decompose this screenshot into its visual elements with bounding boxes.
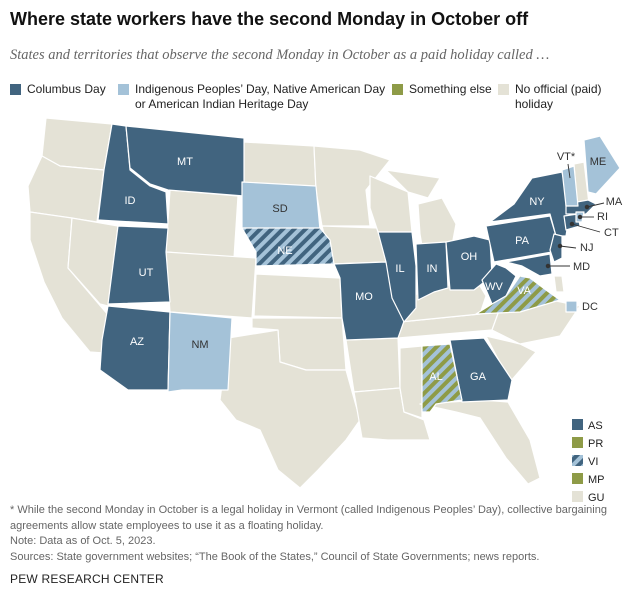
- label-sd: SD: [272, 203, 287, 215]
- legend-swatch-something-else: [392, 84, 403, 95]
- territory-label-pr: PR: [588, 438, 603, 450]
- state-ks: [253, 273, 343, 319]
- chart-subtitle: States and territories that observe the …: [10, 47, 550, 63]
- state-al: [421, 343, 463, 413]
- territory-swatch-pr: [572, 437, 583, 448]
- state-nj: [549, 233, 563, 263]
- label-nm: NM: [191, 339, 208, 351]
- state-ut: [107, 225, 171, 305]
- label-me: ME: [590, 156, 607, 168]
- state-va: [475, 275, 561, 315]
- leader-dot-ma: [584, 204, 590, 210]
- label-dc: DC: [582, 301, 598, 313]
- leader-dot-ct: [569, 221, 575, 227]
- legend-swatch-none: [498, 84, 509, 95]
- leader-dot-nj: [557, 243, 563, 249]
- leader-nj: [559, 245, 577, 249]
- legend-swatch-columbus: [10, 84, 21, 95]
- asterisk-note: * While the second Monday in October is …: [10, 504, 607, 516]
- label-va: VA: [517, 285, 532, 297]
- us-map: ID MT SD NE UT AZ NM MO IL IN OH WV VA P…: [27, 117, 623, 502]
- state-nm: [167, 311, 233, 393]
- leader-ma: [586, 202, 605, 208]
- state-nv: [67, 217, 119, 307]
- label-ut: UT: [139, 267, 154, 279]
- state-ar: [345, 337, 401, 393]
- label-az: AZ: [130, 336, 144, 348]
- label-mt: MT: [177, 156, 193, 168]
- state-de: [553, 275, 565, 293]
- label-md: MD: [573, 261, 590, 273]
- state-mt: [125, 125, 245, 197]
- label-ma: MA: [606, 196, 623, 208]
- label-id: ID: [125, 195, 136, 207]
- label-vt: VT*: [557, 151, 576, 163]
- leader-dot-md: [545, 263, 551, 269]
- leader-ct: [571, 223, 601, 233]
- state-il: [377, 231, 417, 323]
- state-md: [505, 253, 553, 277]
- legend-label-columbus: Columbus Day: [27, 82, 106, 96]
- state-ms: [399, 345, 423, 419]
- state-vt: [561, 165, 579, 207]
- data-note: Note: Data as of Oct. 5, 2023.: [10, 535, 156, 547]
- label-pa: PA: [515, 235, 530, 247]
- label-wv: WV: [485, 281, 503, 293]
- legend-label-none: No official (paid) holiday: [515, 82, 602, 111]
- leader-dot-ri: [577, 214, 583, 220]
- legend-label-indigenous-line2: or American Indian Heritage Day: [135, 97, 309, 111]
- label-ne: NE: [277, 245, 292, 257]
- state-ne: [241, 227, 335, 267]
- dc-marker: [565, 300, 578, 313]
- territory-label-as: AS: [588, 420, 603, 432]
- footnotes: * While the second Monday in October is …: [10, 503, 630, 565]
- state-in: [415, 241, 449, 301]
- state-me: [583, 135, 621, 195]
- pew-logo: PEW RESEARCH CENTER: [10, 572, 164, 586]
- territory-swatch-mp: [572, 473, 583, 484]
- leader-vt: [567, 163, 571, 179]
- territory-label-vi: VI: [588, 456, 598, 468]
- label-nj: NJ: [580, 242, 593, 254]
- label-ny: NY: [529, 196, 545, 208]
- label-oh: OH: [461, 251, 478, 263]
- label-al: AL: [429, 371, 442, 383]
- legend-label-indigenous: Indigenous Peoples’ Day, Native American…: [135, 82, 386, 96]
- chart-title: Where state workers have the second Mond…: [10, 9, 529, 29]
- legend-label-something-else: Something else: [409, 82, 492, 96]
- state-az: [99, 305, 171, 391]
- territory-swatch-gu: [572, 491, 583, 502]
- legend: Columbus Day Indigenous Peoples’ Day, Na…: [10, 81, 635, 115]
- territory-swatch-vi: [572, 455, 583, 466]
- state-wy: [165, 189, 239, 259]
- legend-swatch-indigenous: [118, 84, 129, 95]
- state-fl: [419, 399, 541, 485]
- asterisk-note-line2: agreements allow state employees to use …: [10, 519, 324, 532]
- state-co: [165, 251, 257, 319]
- territory-swatch-as: [572, 419, 583, 430]
- label-ga: GA: [470, 371, 487, 383]
- label-il: IL: [395, 263, 404, 275]
- territory-label-gu: GU: [588, 492, 605, 502]
- state-tx: [219, 329, 361, 489]
- label-ri: RI: [597, 211, 608, 223]
- territory-label-mp: MP: [588, 474, 605, 486]
- label-ct: CT: [604, 227, 619, 239]
- label-in: IN: [427, 263, 438, 275]
- sources-note: Sources: State government websites; “The…: [10, 550, 540, 563]
- label-mo: MO: [355, 291, 373, 303]
